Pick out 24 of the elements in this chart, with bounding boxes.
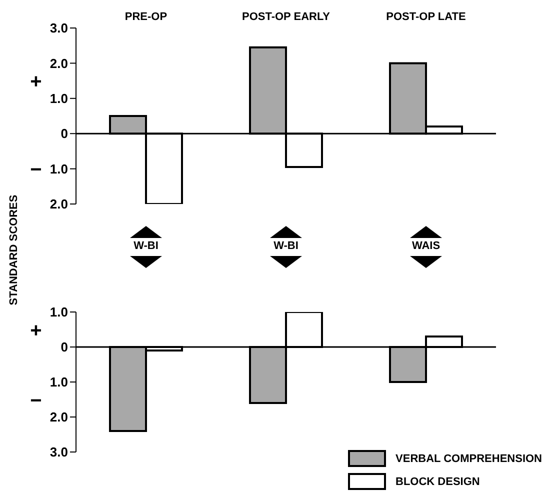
legend-label: BLOCK DESIGN bbox=[396, 476, 480, 488]
y-tick-label: 3.0 bbox=[50, 444, 68, 460]
text: W-BI bbox=[132, 240, 160, 252]
x-tick-label: POST-OP EARLY bbox=[242, 11, 331, 23]
y-axis-title: STANDARD SCORES bbox=[8, 194, 20, 308]
y-tick-label: 2.0 bbox=[50, 196, 68, 212]
x-tick-label: PRE-OP bbox=[124, 11, 168, 23]
y-tick-label: 0 bbox=[60, 340, 68, 355]
y-tick-label: 1.0 bbox=[50, 161, 68, 176]
y-tick-label: 3.0 bbox=[50, 20, 68, 36]
y-tick-label: 1.0 bbox=[50, 91, 68, 106]
y-tick-label: 0 bbox=[60, 126, 68, 142]
text: − bbox=[29, 158, 43, 182]
text: + bbox=[29, 70, 43, 94]
text: W-BI bbox=[272, 240, 300, 252]
text: − bbox=[29, 390, 43, 412]
y-tick-label: 2.0 bbox=[50, 410, 68, 425]
text: + bbox=[29, 320, 43, 342]
legend-label: VERBAL COMPREHENSION bbox=[396, 452, 542, 464]
y-tick-label: 2.0 bbox=[50, 56, 68, 71]
y-tick-label: 1.0 bbox=[50, 304, 68, 320]
y-tick-label: 1.0 bbox=[50, 374, 68, 390]
x-tick-label: POST-OP LATE bbox=[386, 11, 466, 23]
text: WAIS bbox=[410, 240, 442, 252]
